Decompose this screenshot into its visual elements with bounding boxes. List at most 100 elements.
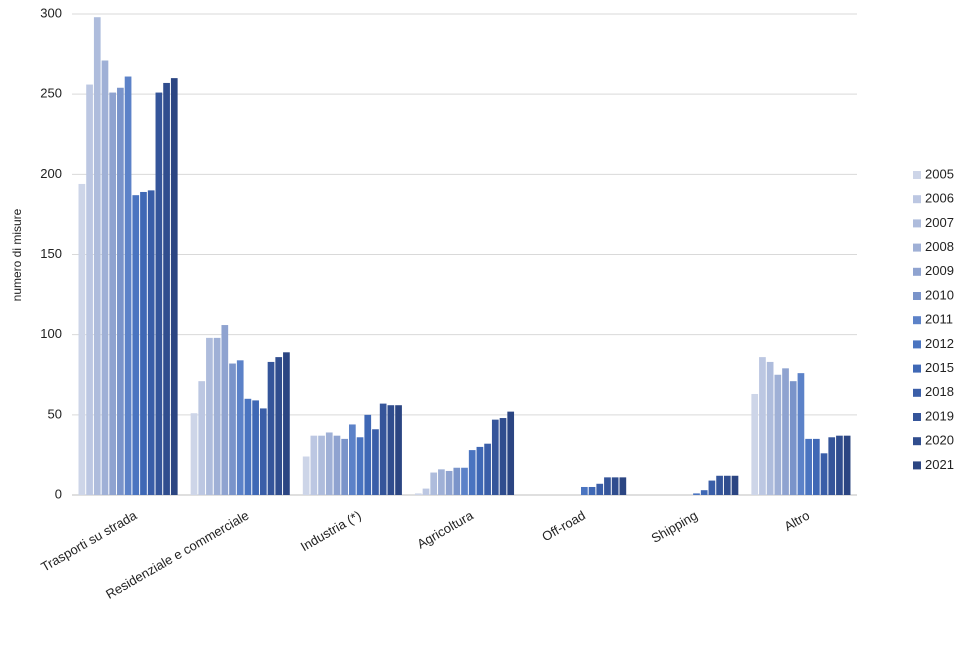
- legend-swatch: [913, 388, 921, 397]
- bar: [318, 435, 325, 495]
- bar: [774, 374, 782, 495]
- bar: [414, 493, 422, 495]
- bar: [797, 373, 805, 495]
- bar: [422, 488, 430, 495]
- bar: [476, 446, 484, 495]
- bar: [453, 467, 461, 495]
- legend-label: 2012: [925, 336, 954, 351]
- x-tick-label: Altro: [781, 508, 812, 534]
- bar: [700, 490, 708, 495]
- bar: [468, 450, 476, 495]
- bar: [619, 477, 627, 495]
- bar: [101, 60, 109, 495]
- legend-swatch: [913, 171, 921, 179]
- bar: [820, 453, 828, 495]
- legend-swatch: [913, 243, 921, 252]
- bar: [484, 443, 491, 495]
- bar: [213, 337, 221, 495]
- bar: [395, 405, 402, 495]
- x-tick-label: Industria (*): [298, 508, 364, 555]
- y-tick-label: 250: [40, 86, 62, 101]
- bar: [491, 419, 499, 495]
- bar: [147, 190, 155, 495]
- legend-swatch: [913, 340, 921, 349]
- bar: [356, 437, 364, 495]
- bar: [302, 456, 310, 495]
- bar: [349, 424, 356, 495]
- legend-swatch: [913, 292, 921, 300]
- y-axis-label: numero di misure: [10, 208, 24, 301]
- bar: [372, 429, 379, 495]
- bar: [163, 82, 170, 496]
- x-tick-label: Agricoltura: [414, 507, 476, 551]
- bar: [580, 486, 588, 495]
- bar: [716, 475, 723, 495]
- bar: [723, 475, 731, 495]
- bar: [379, 403, 387, 495]
- legend-swatch: [913, 437, 921, 446]
- legend-swatch: [913, 413, 921, 421]
- bar: [759, 357, 766, 495]
- bar: [387, 405, 395, 495]
- bar: [190, 413, 198, 495]
- bar: [805, 438, 812, 495]
- y-tick-label: 100: [40, 326, 62, 341]
- bar: [604, 477, 611, 495]
- bar: [708, 480, 716, 495]
- legend-label: 2019: [925, 408, 954, 423]
- bar: [731, 475, 739, 495]
- bar: [221, 325, 229, 495]
- bar: [310, 435, 318, 495]
- legend-swatch: [913, 461, 921, 470]
- bar: [507, 411, 515, 495]
- bar: [259, 408, 267, 495]
- bar: [789, 381, 797, 495]
- legend-label: 2011: [925, 312, 953, 327]
- bar: [438, 469, 445, 495]
- bar: [693, 493, 700, 495]
- bar: [499, 418, 507, 495]
- y-tick-label: 50: [48, 406, 62, 421]
- bar: [812, 438, 820, 495]
- bar: [751, 393, 759, 495]
- legend-swatch: [913, 195, 921, 204]
- y-tick-label: 150: [40, 246, 62, 261]
- legend-label: 2010: [925, 287, 954, 302]
- x-tick-label: Off-road: [539, 508, 588, 545]
- legend-swatch: [913, 364, 921, 373]
- legend-label: 2007: [925, 215, 954, 230]
- y-tick-label: 0: [55, 486, 62, 501]
- bar: [93, 17, 101, 496]
- bar: [78, 183, 86, 495]
- legend-swatch: [913, 219, 921, 228]
- bar: [206, 337, 213, 495]
- bar: [252, 400, 259, 495]
- x-tick-label: Trasporti su strada: [38, 507, 140, 574]
- bar: [198, 381, 206, 495]
- bar: [596, 483, 604, 495]
- legend-label: 2020: [925, 433, 954, 448]
- bar: [445, 470, 453, 495]
- bar: [843, 435, 851, 495]
- bar: [140, 191, 147, 495]
- x-tick-label: Shipping: [649, 508, 700, 546]
- bar: [461, 467, 468, 495]
- legend-label: 2018: [925, 384, 954, 399]
- bar: [836, 435, 843, 495]
- bar: [430, 472, 438, 495]
- bar: [124, 76, 132, 495]
- bar: [170, 78, 178, 495]
- bar: [132, 195, 140, 495]
- bar: [229, 363, 236, 495]
- bar: [828, 437, 836, 495]
- bar: [86, 84, 93, 496]
- legend-label: 2015: [925, 360, 954, 375]
- y-tick-label: 300: [40, 5, 62, 20]
- bar: [275, 357, 283, 495]
- bar: [364, 414, 372, 495]
- bar: [109, 92, 117, 496]
- y-tick-label: 200: [40, 166, 62, 181]
- legend-label: 2005: [925, 166, 954, 181]
- bar: [236, 360, 244, 495]
